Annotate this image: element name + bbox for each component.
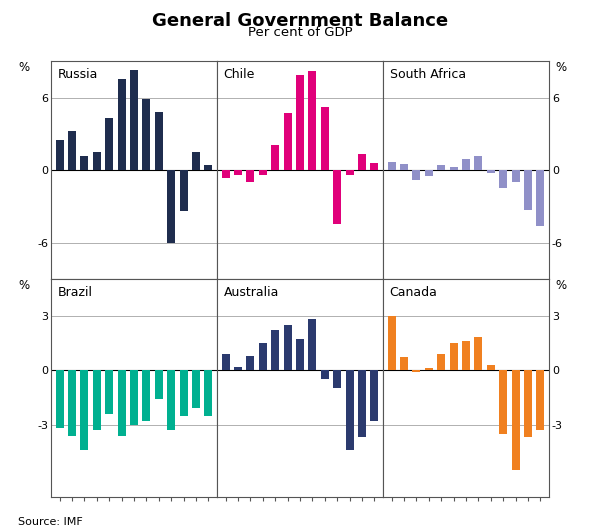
Bar bbox=[536, 170, 544, 226]
Bar bbox=[179, 170, 188, 211]
Bar bbox=[370, 163, 379, 170]
Bar bbox=[425, 368, 433, 370]
Bar bbox=[221, 170, 230, 178]
Bar bbox=[56, 370, 64, 428]
Bar bbox=[308, 319, 316, 370]
Bar bbox=[487, 170, 495, 173]
Bar bbox=[142, 370, 151, 421]
Bar bbox=[512, 370, 520, 470]
Bar bbox=[192, 152, 200, 170]
Bar bbox=[167, 370, 175, 430]
Bar bbox=[80, 156, 88, 170]
Bar bbox=[437, 354, 445, 370]
Bar bbox=[449, 343, 458, 370]
Bar bbox=[93, 370, 101, 430]
Bar bbox=[487, 365, 495, 370]
Bar bbox=[247, 356, 254, 370]
Bar bbox=[321, 370, 329, 379]
Text: Russia: Russia bbox=[58, 68, 98, 81]
Bar bbox=[358, 370, 366, 437]
Bar bbox=[271, 330, 279, 370]
Bar bbox=[462, 341, 470, 370]
Bar bbox=[130, 70, 138, 170]
Bar bbox=[68, 131, 76, 170]
Bar bbox=[221, 354, 230, 370]
Bar bbox=[400, 358, 408, 370]
Bar bbox=[205, 165, 212, 170]
Bar bbox=[296, 74, 304, 170]
Text: South Africa: South Africa bbox=[389, 68, 466, 81]
Bar bbox=[524, 170, 532, 210]
Bar bbox=[475, 337, 482, 370]
Text: Brazil: Brazil bbox=[58, 286, 92, 299]
Bar bbox=[400, 164, 408, 170]
Bar bbox=[80, 370, 88, 450]
Bar bbox=[437, 165, 445, 170]
Bar bbox=[499, 370, 507, 434]
Bar bbox=[512, 170, 520, 182]
Bar bbox=[205, 370, 212, 415]
Bar bbox=[142, 99, 151, 170]
Bar bbox=[284, 325, 292, 370]
Bar bbox=[234, 170, 242, 175]
Bar bbox=[412, 170, 421, 180]
Bar bbox=[155, 370, 163, 400]
Bar bbox=[296, 339, 304, 370]
Text: General Government Balance: General Government Balance bbox=[152, 12, 448, 30]
Bar bbox=[56, 140, 64, 170]
Bar bbox=[333, 170, 341, 223]
Bar bbox=[247, 170, 254, 182]
Bar bbox=[321, 107, 329, 170]
Bar bbox=[475, 156, 482, 170]
Bar bbox=[284, 113, 292, 170]
Text: Per cent of GDP: Per cent of GDP bbox=[248, 26, 352, 38]
Bar bbox=[412, 370, 421, 372]
Bar bbox=[259, 170, 267, 175]
Bar bbox=[118, 370, 125, 436]
Bar bbox=[499, 170, 507, 188]
Text: %: % bbox=[18, 279, 29, 292]
Bar bbox=[370, 370, 379, 421]
Bar bbox=[425, 170, 433, 176]
Bar bbox=[346, 170, 353, 175]
Text: Chile: Chile bbox=[224, 68, 255, 81]
Bar bbox=[388, 162, 395, 170]
Bar bbox=[449, 167, 458, 170]
Text: Australia: Australia bbox=[224, 286, 279, 299]
Bar bbox=[234, 367, 242, 370]
Bar bbox=[358, 154, 366, 170]
Text: Source: IMF: Source: IMF bbox=[18, 517, 83, 527]
Bar bbox=[155, 112, 163, 170]
Bar bbox=[105, 118, 113, 170]
Bar bbox=[130, 370, 138, 425]
Bar bbox=[192, 370, 200, 409]
Bar bbox=[259, 343, 267, 370]
Text: Canada: Canada bbox=[389, 286, 437, 299]
Bar bbox=[524, 370, 532, 437]
Bar bbox=[346, 370, 353, 450]
Bar bbox=[167, 170, 175, 243]
Text: %: % bbox=[18, 61, 29, 74]
Bar bbox=[536, 370, 544, 430]
Bar bbox=[308, 71, 316, 170]
Bar bbox=[118, 79, 125, 170]
Bar bbox=[105, 370, 113, 414]
Bar bbox=[271, 145, 279, 170]
Bar bbox=[68, 370, 76, 436]
Bar bbox=[333, 370, 341, 388]
Bar bbox=[462, 160, 470, 170]
Text: %: % bbox=[555, 61, 566, 74]
Bar bbox=[179, 370, 188, 415]
Bar bbox=[93, 152, 101, 170]
Bar bbox=[388, 315, 395, 370]
Text: %: % bbox=[555, 279, 566, 292]
